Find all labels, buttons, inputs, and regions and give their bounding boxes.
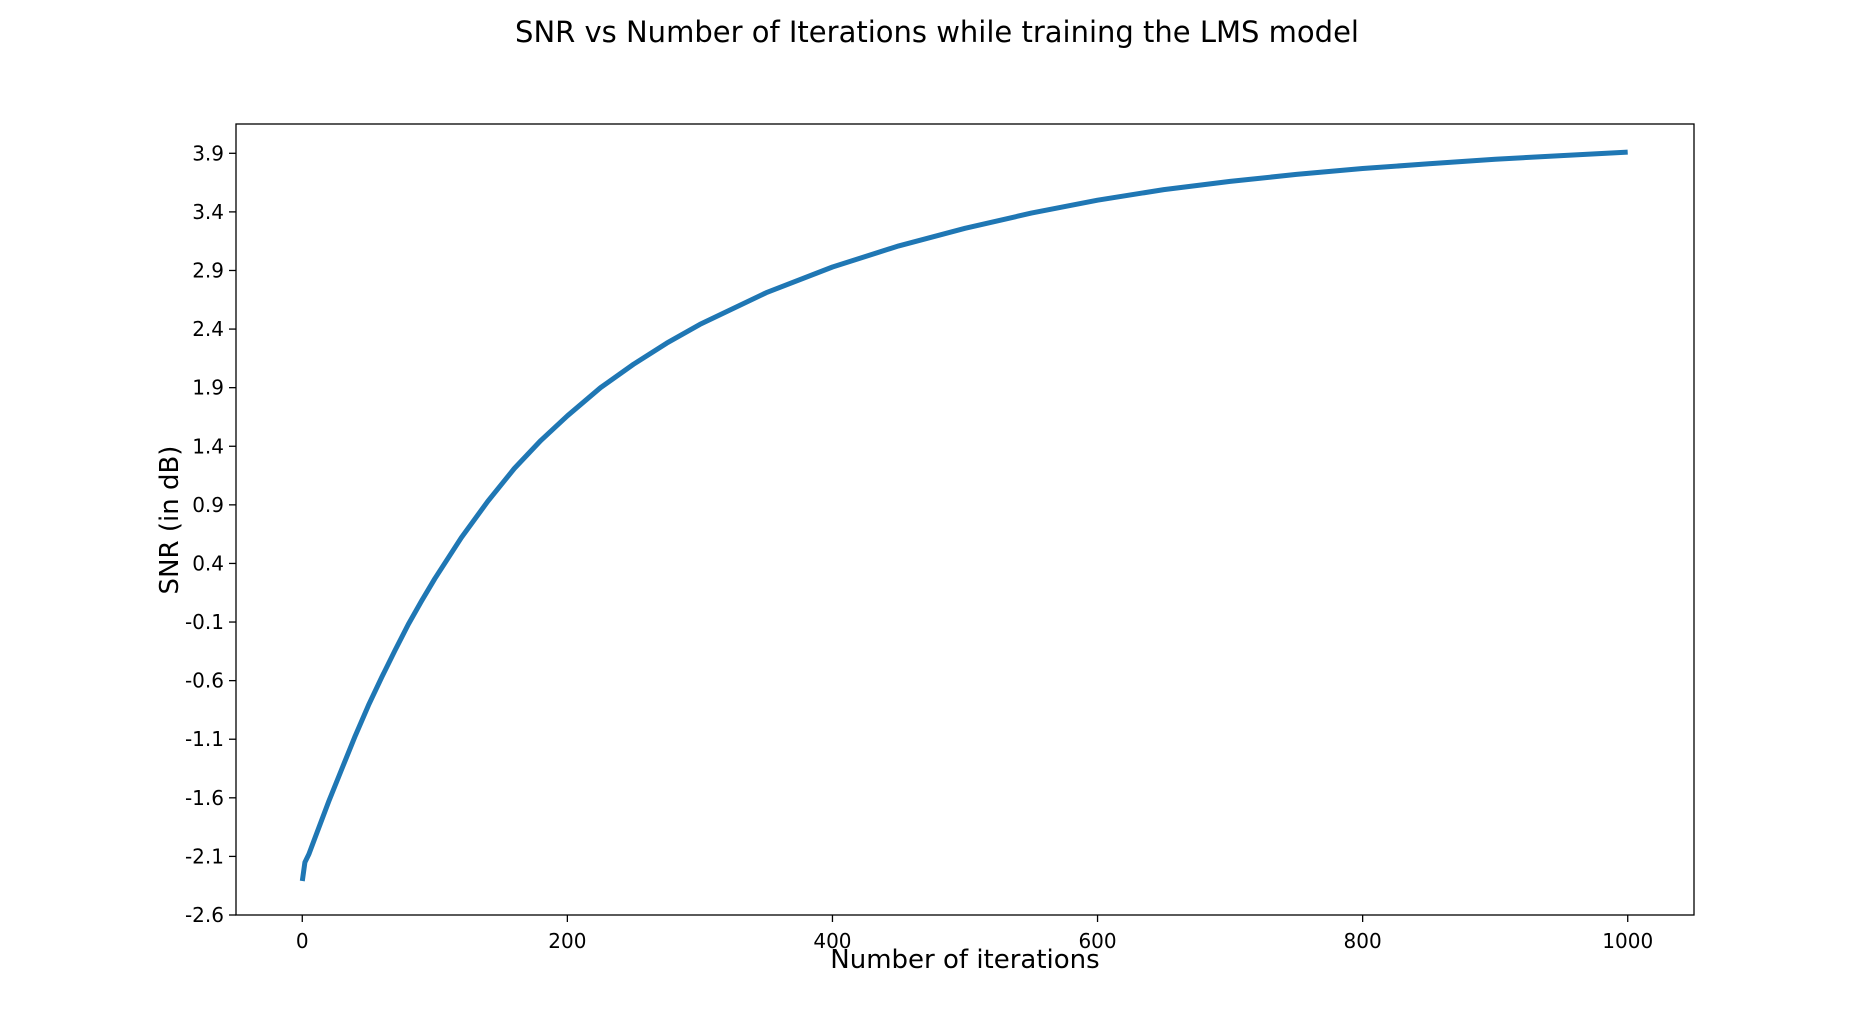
x-axis: 0 200 400 600 800 1000 [296, 915, 1653, 953]
y-tick-label: 0.4 [192, 551, 224, 575]
x-tick-label: 1000 [1602, 929, 1653, 953]
y-tick-label: 2.9 [192, 258, 224, 282]
x-tick-label: 0 [296, 929, 309, 953]
y-axis: -2.6 -2.1 -1.6 -1.1 -0.6 -0.1 0.4 0.9 1.4 1.9 2.4 2… [185, 141, 236, 927]
y-tick-label: 3.4 [192, 200, 224, 224]
x-tick-label: 600 [1078, 929, 1116, 953]
y-tick-label: -2.1 [185, 844, 224, 868]
y-tick-label: 2.4 [192, 317, 224, 341]
snr-series-line [299, 149, 1628, 882]
x-axis-label: Number of iterations [830, 945, 1099, 975]
chart-title: SNR vs Number of Iterations while traini… [515, 15, 1359, 49]
x-tick-label: 200 [548, 929, 586, 953]
y-tick-label: -1.6 [185, 786, 224, 810]
y-tick-label: -0.1 [185, 610, 224, 634]
y-tick-label: 1.9 [192, 376, 224, 400]
y-tick-label: 1.4 [192, 434, 224, 458]
y-axis-label: SNR (in dB) [155, 446, 185, 595]
y-tick-label: -0.6 [185, 669, 224, 693]
y-tick-label: 3.9 [192, 141, 224, 165]
y-tick-label: 0.9 [192, 493, 224, 517]
plot-area-frame [235, 123, 1695, 916]
x-tick-label: 800 [1344, 929, 1382, 953]
y-tick-label: -2.6 [185, 903, 224, 927]
x-tick-label: 400 [813, 929, 851, 953]
y-tick-label: -1.1 [185, 727, 224, 751]
